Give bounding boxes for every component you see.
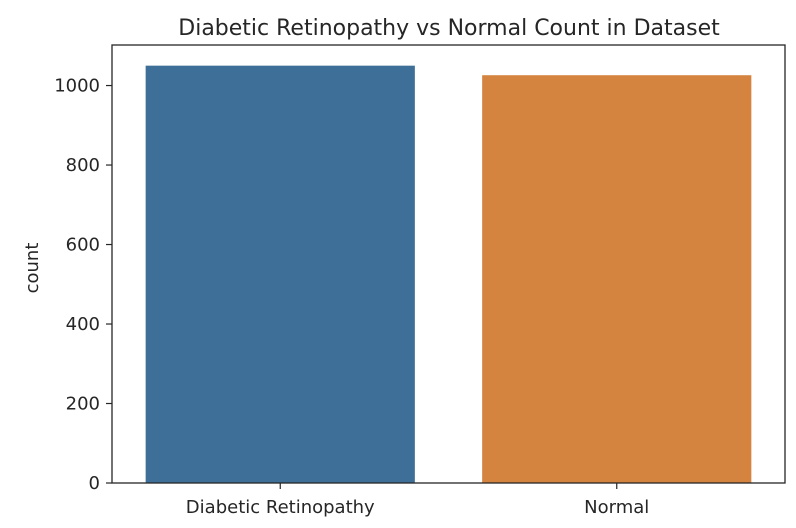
bar-normal	[482, 75, 752, 483]
y-tick-label: 800	[66, 155, 100, 176]
x-axis-ticks: Diabetic Retinopathy Normal	[186, 483, 649, 518]
x-tick-label: Normal	[584, 497, 649, 518]
y-tick-label: 400	[66, 314, 100, 335]
x-tick-label: Diabetic Retinopathy	[186, 497, 375, 518]
bar-diabetic-retinopathy	[145, 65, 415, 483]
plot-frame	[111, 44, 786, 484]
y-tick-label: 0	[89, 473, 100, 494]
y-axis-label: count	[22, 243, 43, 294]
y-tick-label: 600	[66, 235, 100, 256]
chart-title: Diabetic Retinopathy vs Normal Count in …	[178, 16, 720, 41]
y-axis-ticks: 0 200 400 600 800 1000	[54, 76, 112, 494]
y-tick-label: 200	[66, 394, 100, 415]
bars-layer	[145, 65, 752, 483]
y-tick-label: 1000	[54, 76, 100, 97]
